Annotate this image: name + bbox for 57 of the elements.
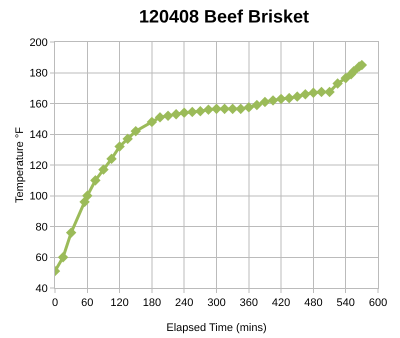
y-tick-label: 140 bbox=[29, 129, 48, 142]
point bbox=[90, 175, 101, 186]
point bbox=[162, 110, 174, 121]
x-tick-label: 420 bbox=[272, 297, 290, 310]
y-tick-label: 40 bbox=[36, 282, 48, 295]
point bbox=[130, 126, 141, 136]
point bbox=[236, 104, 246, 114]
x-tick-label: 60 bbox=[81, 297, 94, 310]
point bbox=[195, 106, 206, 116]
point bbox=[187, 106, 198, 118]
point bbox=[114, 141, 125, 152]
point bbox=[146, 116, 158, 128]
point bbox=[268, 95, 278, 106]
point bbox=[170, 109, 182, 120]
chart-title: 120408 Beef Brisket bbox=[138, 6, 310, 27]
y-tick-label: 100 bbox=[29, 190, 48, 203]
point bbox=[82, 190, 92, 201]
point bbox=[316, 86, 327, 98]
point bbox=[58, 252, 68, 262]
y-tick-label: 80 bbox=[36, 221, 48, 234]
point bbox=[211, 104, 222, 114]
point bbox=[276, 94, 286, 104]
y-axis-title: Temperature °F bbox=[14, 126, 26, 203]
y-tick-label: 160 bbox=[29, 98, 48, 110]
point bbox=[252, 100, 262, 110]
x-tick-label: 120 bbox=[110, 297, 129, 310]
x-tick-label: 240 bbox=[175, 297, 194, 310]
y-tick-label: 200 bbox=[29, 36, 48, 49]
y-tick-label: 120 bbox=[29, 160, 48, 172]
point bbox=[324, 86, 335, 98]
point bbox=[154, 112, 166, 123]
point bbox=[227, 104, 238, 114]
point bbox=[308, 88, 319, 98]
x-tick-label: 360 bbox=[240, 297, 258, 310]
x-tick-label: 180 bbox=[142, 297, 162, 310]
point bbox=[98, 164, 109, 175]
point bbox=[203, 104, 214, 115]
point bbox=[244, 102, 254, 113]
point bbox=[179, 108, 190, 118]
x-tick-label: 600 bbox=[368, 297, 388, 310]
point bbox=[219, 104, 230, 114]
x-tick-label: 300 bbox=[207, 297, 226, 310]
point bbox=[260, 96, 270, 108]
x-tick-label: 0 bbox=[52, 297, 58, 310]
point bbox=[300, 89, 311, 100]
x-axis-title: Elapsed Time (mins) bbox=[166, 322, 267, 334]
x-tick-label: 540 bbox=[336, 297, 355, 310]
point bbox=[340, 72, 351, 84]
y-tick-label: 180 bbox=[29, 68, 48, 80]
point bbox=[284, 92, 294, 104]
point bbox=[106, 154, 117, 164]
x-tick-label: 480 bbox=[304, 297, 323, 310]
point bbox=[332, 78, 343, 89]
point bbox=[292, 91, 302, 102]
point bbox=[66, 227, 76, 238]
point bbox=[122, 134, 133, 144]
y-tick-label: 60 bbox=[36, 252, 48, 264]
